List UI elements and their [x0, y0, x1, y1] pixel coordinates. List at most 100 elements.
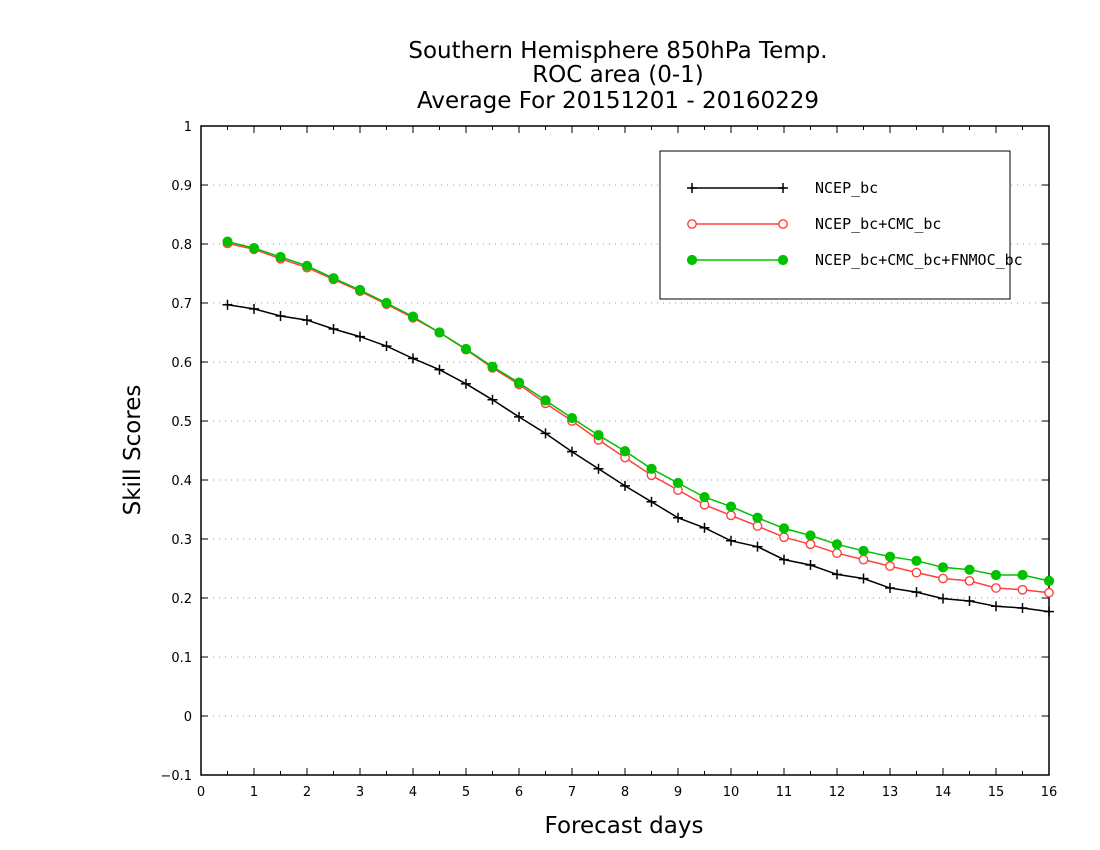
data-point: [752, 512, 763, 523]
data-point: [858, 573, 869, 584]
data-point: [752, 521, 763, 531]
x-tick-label: 11: [776, 785, 793, 800]
data-point: [646, 496, 657, 507]
x-tick-label: 4: [409, 785, 417, 800]
legend-marker: [777, 254, 789, 266]
chart-title: Southern Hemisphere 850hPa Temp. ROC are…: [408, 38, 827, 114]
data-point: [937, 562, 949, 573]
legend-entry: NCEP_bc+CMC_bc: [687, 215, 941, 233]
x-tick-label: 6: [515, 785, 523, 800]
data-point: [408, 353, 418, 364]
data-point: [805, 530, 816, 541]
data-point: [964, 564, 975, 575]
data-point: [222, 299, 233, 310]
data-point: [779, 532, 789, 543]
legend-label: NCEP_bc: [815, 179, 878, 197]
y-tick-label: 0.1: [171, 651, 192, 666]
data-point: [620, 480, 630, 491]
data-point: [593, 463, 604, 474]
data-point: [355, 331, 365, 342]
data-point: [885, 582, 895, 593]
title-line-2: ROC area (0-1): [532, 62, 704, 88]
x-tick-label: 7: [568, 785, 576, 800]
x-tick-label: 2: [303, 785, 311, 800]
y-tick-label: 0.9: [171, 179, 192, 194]
data-point: [301, 260, 313, 271]
data-point: [1017, 584, 1028, 595]
legend-marker: [778, 219, 788, 229]
data-point: [938, 573, 948, 584]
y-tick-label: 0.8: [171, 238, 192, 253]
data-point: [514, 411, 524, 422]
data-point: [249, 303, 259, 314]
data-point: [567, 446, 577, 457]
x-tick-label: 15: [988, 785, 1005, 800]
data-point: [991, 601, 1001, 612]
legend-entries: NCEP_bc NCEP_bc+CMC_bc NCEP_bc+CMC_bc+FNMO…: [686, 179, 1023, 269]
x-tick-label: 12: [829, 785, 846, 800]
data-point: [513, 377, 525, 388]
y-tick-label: 0.3: [171, 533, 192, 548]
series-1: [222, 299, 1054, 617]
y-tick-label: 0.7: [171, 297, 192, 312]
y-tick-label: −0.1: [160, 769, 192, 784]
axis-ticks: −0.100.10.20.30.40.50.60.70.80.910 1 2 3 4 5 6…: [160, 120, 1057, 800]
data-point: [805, 559, 816, 570]
data-point: [381, 341, 392, 352]
data-point: [407, 311, 419, 322]
data-point: [726, 535, 736, 546]
y-tick-label: 0.2: [171, 592, 192, 607]
data-point: [831, 539, 843, 550]
data-point: [938, 593, 948, 604]
data-point: [1017, 569, 1028, 581]
legend-label: NCEP_bc+CMC_bc+FNMOC_bc: [815, 251, 1023, 269]
series-line: [227, 304, 1050, 613]
data-point: [885, 561, 895, 572]
data-point: [964, 595, 975, 606]
series-3: [222, 236, 1055, 586]
data-point: [460, 343, 472, 355]
data-point: [434, 327, 445, 338]
data-point: [778, 523, 790, 534]
data-point: [328, 323, 339, 334]
x-tick-label: 8: [621, 785, 629, 800]
data-point: [248, 243, 260, 254]
data-point: [911, 587, 922, 598]
legend-box: [659, 150, 1011, 300]
data-point: [381, 297, 392, 309]
data-point: [911, 555, 922, 566]
data-point: [911, 567, 922, 578]
x-tick-label: 16: [1041, 785, 1058, 800]
title-line-1: Southern Hemisphere 850hPa Temp.: [408, 38, 827, 64]
data-point: [328, 273, 339, 284]
data-point: [991, 583, 1001, 593]
x-tick-label: 3: [356, 785, 364, 800]
data-point: [725, 501, 737, 512]
data-point: [858, 554, 869, 565]
legend-marker: [687, 183, 697, 193]
y-tick-label: 1: [184, 120, 192, 135]
legend: NCEP_bc NCEP_bc+CMC_bc NCEP_bc+CMC_bc+FNMO…: [659, 150, 1023, 300]
data-point: [593, 430, 604, 441]
data-point: [673, 512, 683, 523]
x-tick-label: 5: [462, 785, 470, 800]
data-point: [434, 364, 445, 375]
data-point: [672, 477, 684, 489]
y-tick-label: 0.6: [171, 356, 192, 371]
data-point: [566, 412, 578, 424]
data-point: [832, 569, 842, 580]
data-point: [275, 310, 286, 321]
data-point: [646, 463, 657, 474]
data-point: [354, 284, 366, 296]
data-point: [302, 315, 312, 326]
data-point: [1044, 587, 1054, 598]
x-axis-title: Forecast days: [545, 813, 704, 839]
x-tick-label: 0: [197, 785, 205, 800]
data-point: [990, 569, 1002, 581]
legend-entry: NCEP_bc+CMC_bc+FNMOC_bc: [686, 251, 1023, 269]
legend-marker: [778, 183, 788, 193]
data-point: [805, 539, 816, 550]
y-tick-label: 0: [184, 710, 192, 725]
data-point: [699, 492, 710, 503]
